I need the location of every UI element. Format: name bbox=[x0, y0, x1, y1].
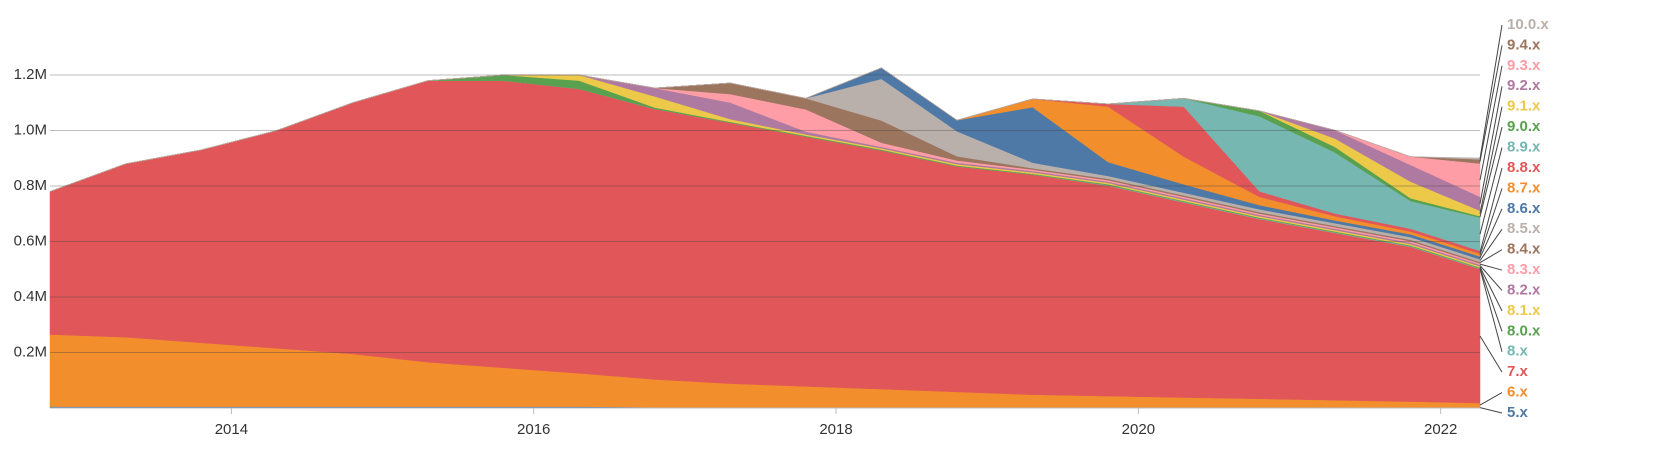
legend-label: 9.4.x bbox=[1507, 36, 1541, 53]
legend-leader bbox=[1479, 263, 1503, 271]
legend-leader bbox=[1479, 167, 1503, 253]
y-tick-label: 1.2M bbox=[14, 66, 47, 83]
legend-leader bbox=[1479, 126, 1503, 218]
legend-leader bbox=[1479, 265, 1503, 291]
y-tick-label: 0.2M bbox=[14, 343, 47, 360]
area bbox=[49, 67, 1481, 192]
legend-leader bbox=[1479, 249, 1503, 264]
legend-label: 10.0.x bbox=[1507, 16, 1549, 33]
y-tick-label: 0.4M bbox=[14, 288, 47, 305]
legend-label: 9.0.x bbox=[1507, 118, 1541, 135]
legend-label: 7.x bbox=[1507, 363, 1529, 380]
legend-leader bbox=[1479, 266, 1503, 312]
x-tick-label: 2014 bbox=[215, 421, 248, 438]
legend-label: 8.5.x bbox=[1507, 220, 1541, 237]
legend-leader bbox=[1479, 24, 1503, 159]
legend-label: 6.x bbox=[1507, 384, 1529, 401]
legend-leader bbox=[1479, 188, 1503, 256]
legend-label: 8.7.x bbox=[1507, 179, 1541, 196]
legend-leader bbox=[1479, 65, 1503, 181]
legend-leader bbox=[1479, 147, 1503, 235]
legend-leader bbox=[1479, 267, 1503, 332]
legend-label: 9.3.x bbox=[1507, 57, 1541, 74]
legend-leader bbox=[1479, 86, 1503, 204]
legend-label: 8.2.x bbox=[1507, 281, 1541, 298]
legend-leader bbox=[1479, 335, 1503, 373]
legend-leader bbox=[1479, 45, 1503, 162]
legend-leader bbox=[1479, 392, 1503, 406]
x-tick-label: 2016 bbox=[517, 421, 550, 438]
legend-label: 8.4.x bbox=[1507, 241, 1541, 258]
legend-label: 8.8.x bbox=[1507, 159, 1541, 176]
legend-leader bbox=[1479, 407, 1503, 414]
legend-leader bbox=[1479, 228, 1503, 261]
legend-label: 9.1.x bbox=[1507, 98, 1541, 115]
legend-label: 8.1.x bbox=[1507, 302, 1541, 319]
legend-leader bbox=[1479, 106, 1503, 214]
legend-label: 5.x bbox=[1507, 404, 1529, 421]
legend-label: 8.9.x bbox=[1507, 138, 1541, 155]
legend-label: 8.6.x bbox=[1507, 200, 1541, 217]
legend-leader bbox=[1479, 268, 1503, 352]
x-tick-label: 2018 bbox=[819, 421, 852, 438]
y-tick-label: 1.0M bbox=[14, 121, 47, 138]
y-tick-label: 0.6M bbox=[14, 232, 47, 249]
legend-label: 8.3.x bbox=[1507, 261, 1541, 278]
legend-label: 8.0.x bbox=[1507, 322, 1541, 339]
legend-leader bbox=[1479, 208, 1503, 259]
legend-label: 8.x bbox=[1507, 343, 1529, 360]
x-tick-label: 2020 bbox=[1122, 421, 1155, 438]
y-tick-label: 0.8M bbox=[14, 177, 47, 194]
legend-label: 9.2.x bbox=[1507, 77, 1541, 94]
x-tick-label: 2022 bbox=[1424, 421, 1457, 438]
